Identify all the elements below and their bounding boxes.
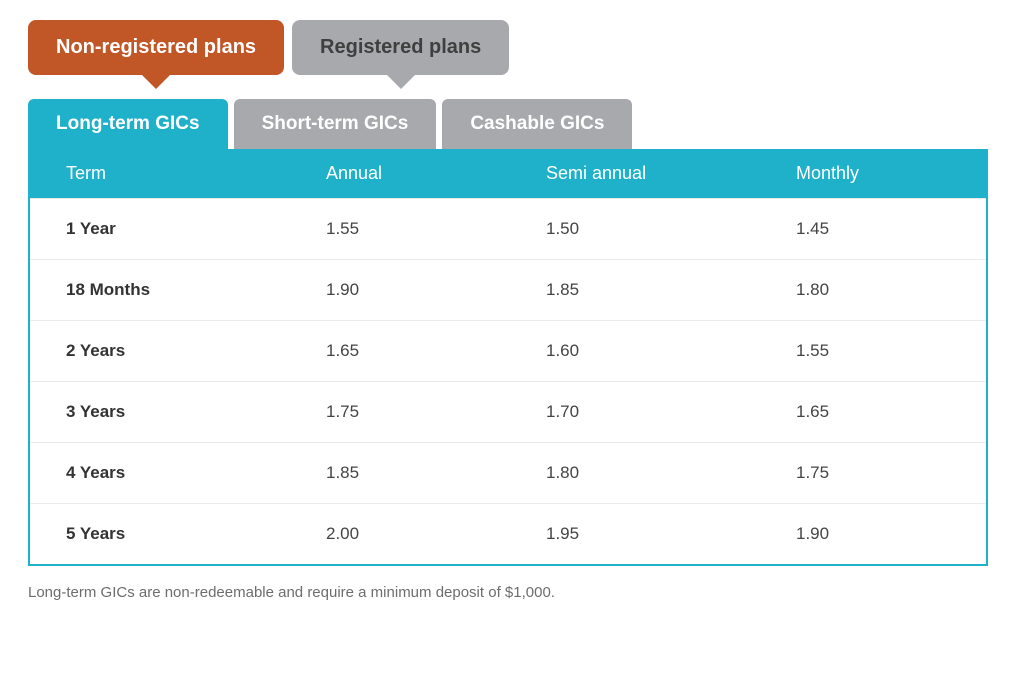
cell-monthly: 1.55 — [796, 341, 986, 361]
cell-annual: 1.55 — [326, 219, 546, 239]
cell-annual: 1.65 — [326, 341, 546, 361]
cell-annual: 1.75 — [326, 402, 546, 422]
cell-annual: 2.00 — [326, 524, 546, 544]
cell-annual: 1.90 — [326, 280, 546, 300]
cell-term: 4 Years — [66, 463, 326, 483]
cell-monthly: 1.75 — [796, 463, 986, 483]
cell-term: 3 Years — [66, 402, 326, 422]
col-annual: Annual — [326, 163, 546, 184]
cell-semi: 1.95 — [546, 524, 796, 544]
col-monthly: Monthly — [796, 163, 986, 184]
footnote-text: Long-term GICs are non-redeemable and re… — [28, 584, 1004, 601]
cell-semi: 1.70 — [546, 402, 796, 422]
cell-semi: 1.50 — [546, 219, 796, 239]
cell-monthly: 1.45 — [796, 219, 986, 239]
cell-semi: 1.80 — [546, 463, 796, 483]
gic-tab-cashable[interactable]: Cashable GICs — [442, 99, 632, 149]
plan-tab-non-registered[interactable]: Non-registered plans — [28, 20, 284, 75]
col-semi: Semi annual — [546, 163, 796, 184]
plan-tab-registered[interactable]: Registered plans — [292, 20, 509, 75]
table-row: 1 Year 1.55 1.50 1.45 — [30, 198, 986, 259]
table-row: 4 Years 1.85 1.80 1.75 — [30, 442, 986, 503]
cell-semi: 1.60 — [546, 341, 796, 361]
cell-monthly: 1.80 — [796, 280, 986, 300]
gic-tab-short-term[interactable]: Short-term GICs — [234, 99, 437, 149]
cell-semi: 1.85 — [546, 280, 796, 300]
gic-tabs: Long-term GICs Short-term GICs Cashable … — [28, 99, 1004, 149]
table-row: 3 Years 1.75 1.70 1.65 — [30, 381, 986, 442]
cell-term: 1 Year — [66, 219, 326, 239]
cell-annual: 1.85 — [326, 463, 546, 483]
cell-term: 5 Years — [66, 524, 326, 544]
cell-monthly: 1.90 — [796, 524, 986, 544]
cell-term: 2 Years — [66, 341, 326, 361]
cell-monthly: 1.65 — [796, 402, 986, 422]
gic-tab-long-term[interactable]: Long-term GICs — [28, 99, 228, 149]
rates-table: Term Annual Semi annual Monthly 1 Year 1… — [28, 149, 988, 566]
col-term: Term — [66, 163, 326, 184]
rates-header-row: Term Annual Semi annual Monthly — [30, 149, 986, 198]
table-row: 2 Years 1.65 1.60 1.55 — [30, 320, 986, 381]
plan-tabs: Non-registered plans Registered plans — [28, 20, 1004, 75]
table-row: 18 Months 1.90 1.85 1.80 — [30, 259, 986, 320]
cell-term: 18 Months — [66, 280, 326, 300]
table-row: 5 Years 2.00 1.95 1.90 — [30, 503, 986, 564]
